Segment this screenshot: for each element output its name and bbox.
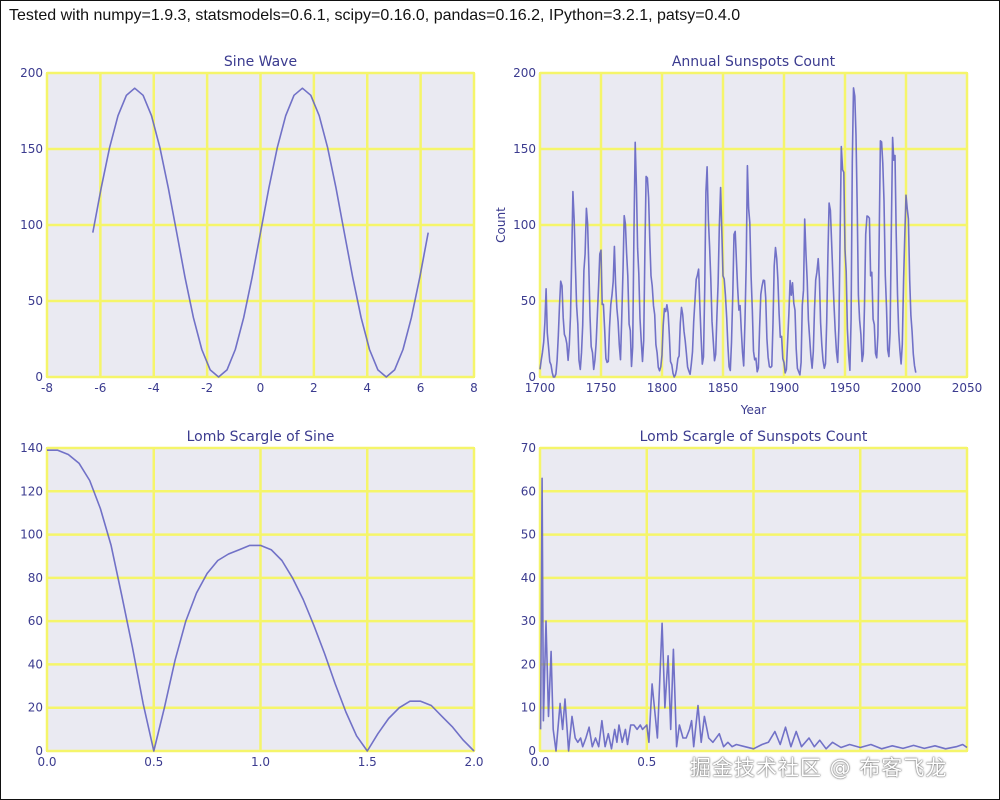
series-line (539, 477, 968, 752)
axes-spine (539, 72, 968, 378)
subplot-title: Lomb Scargle of Sine (187, 429, 335, 445)
x-axis-label: Year (740, 403, 766, 417)
y-tick-label: 100 (513, 218, 536, 232)
y-tick-label: 140 (20, 441, 43, 455)
x-tick-label: 2000 (891, 381, 922, 395)
y-tick-label: 200 (20, 66, 43, 80)
x-tick-label: 2050 (952, 381, 983, 395)
subplot-1: -8 -6 -4 -2 0 2 4 6 8 0 50 100 150 200 Sine Wave (20, 54, 478, 395)
x-tick-label: -4 (148, 381, 160, 395)
y-tick-label: 80 (28, 571, 43, 585)
y-tick-label: 50 (521, 294, 536, 308)
y-tick-label: 0 (35, 370, 43, 384)
y-tick-label: 40 (28, 657, 43, 671)
y-tick-label: 20 (521, 657, 536, 671)
y-tick-label: 0 (35, 744, 43, 758)
y-tick-label: 70 (521, 441, 536, 455)
x-tick-label: 4 (363, 381, 371, 395)
y-tick-label: 40 (521, 571, 536, 585)
subplot-title: Sine Wave (224, 54, 297, 70)
figure-suptitle: Tested with numpy=1.9.3, statsmodels=0.6… (9, 7, 741, 24)
x-tick-label: 0.0 (530, 755, 549, 769)
x-tick-label: -6 (94, 381, 106, 395)
series-line (92, 87, 429, 378)
y-tick-label: 50 (28, 294, 43, 308)
series-line (47, 449, 475, 752)
x-tick-label: 1800 (647, 381, 678, 395)
subplot-title: Annual Sunspots Count (672, 54, 836, 70)
y-tick-label: 50 (521, 528, 536, 542)
axes-spine (46, 72, 475, 378)
y-tick-label: 0 (528, 370, 536, 384)
y-tick-label: 60 (28, 614, 43, 628)
axes-spine (539, 447, 968, 752)
x-tick-label: 1750 (586, 381, 617, 395)
subplot-3: 0.0 0.5 1.0 1.5 2.0 0 20 40 60 80 100 120 140 Lomb Sc… (20, 429, 483, 769)
x-tick-label: 0.0 (37, 755, 56, 769)
x-tick-label: 1.0 (251, 755, 270, 769)
x-tick-label: 6 (417, 381, 425, 395)
axes-spine (46, 447, 475, 752)
x-tick-label: 1900 (769, 381, 800, 395)
x-tick-label: 8 (470, 381, 478, 395)
x-tick-label: 1.5 (358, 755, 377, 769)
x-tick-label: 0.5 (144, 755, 163, 769)
x-tick-label: 2.0 (464, 755, 483, 769)
x-tick-label: 0.5 (637, 755, 656, 769)
series-line (539, 87, 917, 378)
x-tick-label: 0 (257, 381, 265, 395)
y-axis-label: Count (494, 207, 508, 243)
y-tick-label: 150 (20, 142, 43, 156)
y-tick-label: 10 (521, 701, 536, 715)
y-tick-label: 60 (521, 484, 536, 498)
y-tick-label: 100 (20, 218, 43, 232)
y-tick-label: 150 (513, 142, 536, 156)
x-tick-label: -2 (201, 381, 213, 395)
x-tick-label: 1950 (830, 381, 861, 395)
y-tick-label: 200 (513, 66, 536, 80)
x-tick-label: 1700 (525, 381, 556, 395)
subplot-4: 0.0 0.5 0 10 20 30 40 50 60 70 Lomb Scargle of Sun… (521, 429, 969, 769)
x-tick-label: 2 (310, 381, 318, 395)
y-tick-label: 0 (528, 744, 536, 758)
y-tick-label: 30 (521, 614, 536, 628)
y-tick-label: 100 (20, 528, 43, 542)
watermark: 掘金技术社区 @ 布客飞龙 (690, 756, 948, 780)
x-tick-label: 1850 (708, 381, 739, 395)
subplot-title: Lomb Scargle of Sunspots Count (640, 429, 868, 445)
subplot-2: 1700 1750 1800 1850 1900 1950 2000 2050 0 50 100 15… (494, 54, 982, 417)
y-tick-label: 20 (28, 701, 43, 715)
x-tick-label: -8 (41, 381, 53, 395)
y-tick-label: 120 (20, 484, 43, 498)
